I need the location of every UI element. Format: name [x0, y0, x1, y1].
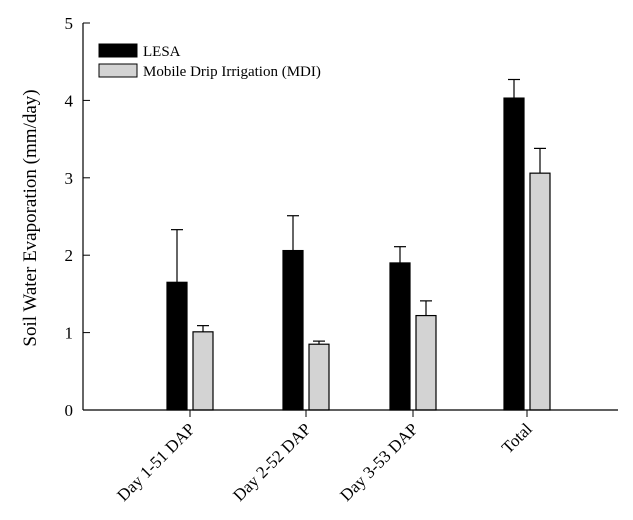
bar-mdi — [192, 331, 214, 411]
x-tick-label: Day 2-52 DAP — [229, 419, 315, 505]
x-tick-label: Day 1-51 DAP — [113, 419, 199, 505]
legend-label: Mobile Drip Irrigation (MDI) — [143, 64, 321, 80]
y-tick-label: 0 — [65, 401, 74, 420]
bar-lesa — [166, 281, 188, 411]
legend: LESA Mobile Drip Irrigation (MDI) — [98, 43, 321, 80]
bar-mdi — [415, 314, 437, 411]
x-tick-label: Day 3-53 DAP — [336, 419, 422, 505]
bar-lesa — [282, 249, 304, 411]
y-tick-label: 1 — [65, 324, 74, 343]
y-tick-label: 2 — [65, 246, 74, 265]
y-tick-label: 3 — [65, 169, 74, 188]
bar-mdi — [529, 172, 551, 411]
bar-lesa — [389, 262, 411, 411]
bar-group — [166, 78, 551, 411]
x-tick-label: Total — [498, 419, 536, 457]
y-axis-label: Soil Water Evaporation (mm/day) — [20, 89, 41, 346]
y-tick-label: 4 — [65, 91, 74, 110]
y-tick-label: 5 — [65, 14, 74, 33]
legend-swatch — [98, 43, 138, 58]
bar-lesa — [503, 97, 525, 411]
bar-mdi — [308, 343, 330, 411]
legend-swatch — [98, 63, 138, 78]
legend-label: LESA — [143, 44, 181, 60]
